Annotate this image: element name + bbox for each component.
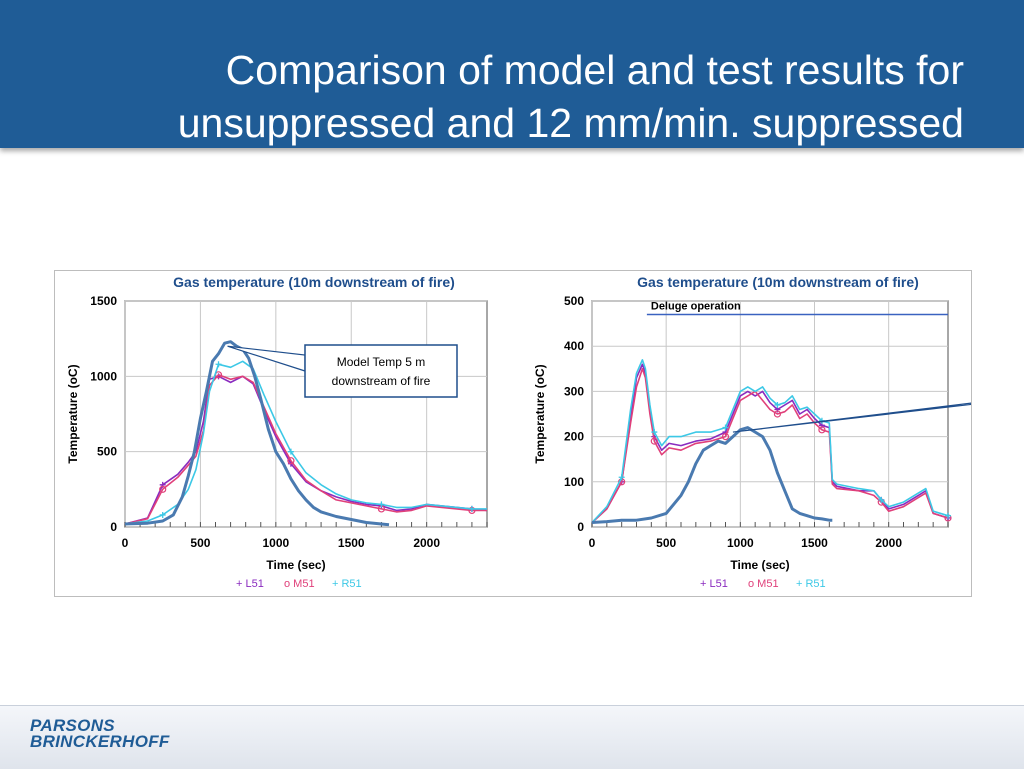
annotation-text-line-2: downstream of fire [332, 374, 431, 388]
legend-entry: + R51 [332, 578, 362, 590]
legend-entry: o M51 [748, 578, 779, 590]
charts-panel: Gas temperature (10m downstream of fire)… [54, 270, 1024, 597]
x-tick-label: 1000 [262, 536, 289, 550]
plot-area [591, 300, 949, 528]
x-tick-label: 500 [656, 536, 676, 550]
point-R51 [378, 501, 385, 508]
annotation-text-line-1: Model Temp 5 m [337, 355, 425, 369]
slide-title: Comparison of model and test results for… [24, 44, 964, 150]
point-M51 [650, 437, 658, 445]
y-tick-label: 1000 [90, 369, 117, 383]
point-R51 [945, 512, 951, 519]
annotation-pointer [732, 396, 1024, 433]
point-M51 [773, 410, 782, 418]
logo-line-2: BRINCKERHOFF [30, 732, 170, 751]
logo-line-1: PARSONS [30, 716, 115, 735]
series-line-R51 [591, 359, 949, 524]
y-tick-label: 100 [564, 475, 584, 489]
point-R51 [287, 448, 294, 455]
series-line-R51 [124, 360, 487, 525]
chart-title: Gas temperature (10m downstream of fire) [173, 274, 455, 290]
deluge-operation-label: Deluge operation [651, 301, 741, 313]
y-tick-label: 0 [577, 520, 584, 534]
plot-area [124, 300, 488, 528]
series-line-model [124, 340, 390, 527]
x-tick-label: 2000 [413, 536, 440, 550]
legend-entry: + L51 [700, 578, 728, 590]
annotation-box [304, 344, 458, 398]
x-tick-label: 1500 [801, 536, 828, 550]
chart-title: Gas temperature (10m downstream of fire) [637, 274, 919, 290]
point-R51 [651, 429, 658, 436]
footer-bar [0, 705, 1024, 769]
x-tick-label: 2000 [875, 536, 902, 550]
y-tick-label: 200 [564, 430, 584, 444]
y-axis-label: Temperature (oC) [533, 364, 547, 463]
company-logo: PARSONS BRINCKERHOFF [30, 716, 170, 751]
legend-entry: o M51 [284, 578, 315, 590]
legend-entry: + L51 [236, 578, 264, 590]
legend-entry: + R51 [796, 578, 826, 590]
x-tick-label: 0 [589, 536, 596, 550]
x-tick-label: 1000 [727, 536, 754, 550]
point-R51 [878, 496, 885, 503]
point-M51 [721, 433, 730, 441]
point-M51 [159, 485, 167, 493]
point-R51 [722, 424, 729, 431]
point-R51 [159, 511, 166, 518]
point-M51 [287, 457, 295, 465]
series-line-model [591, 426, 833, 524]
x-tick-label: 1500 [338, 536, 365, 550]
x-axis-label: Time (sec) [730, 558, 789, 572]
y-tick-label: 1500 [90, 294, 117, 308]
x-tick-label: 0 [122, 536, 129, 550]
x-tick-label: 500 [190, 536, 210, 550]
charts-svg: Gas temperature (10m downstream of fire)… [66, 274, 1024, 590]
point-R51 [468, 505, 475, 512]
x-axis-label: Time (sec) [266, 558, 325, 572]
title-banner [0, 0, 1024, 148]
y-tick-label: 500 [97, 445, 117, 459]
y-tick-label: 500 [564, 294, 584, 308]
point-M51 [818, 426, 826, 434]
point-R51 [774, 401, 781, 408]
y-tick-label: 400 [564, 339, 584, 353]
y-tick-label: 0 [110, 520, 117, 534]
point-R51 [215, 361, 222, 368]
y-axis-label: Temperature (oC) [66, 364, 80, 463]
chart-suppressed: Gas temperature (10m downstream of fire)… [533, 274, 1024, 590]
y-tick-label: 300 [564, 384, 584, 398]
point-R51 [618, 474, 625, 481]
chart-unsuppressed: Gas temperature (10m downstream of fire)… [66, 274, 488, 590]
slide-title-line-2: unsuppressed and 12 mm/min. suppressed [177, 100, 964, 146]
slide-title-line-1: Comparison of model and test results for [225, 47, 964, 93]
